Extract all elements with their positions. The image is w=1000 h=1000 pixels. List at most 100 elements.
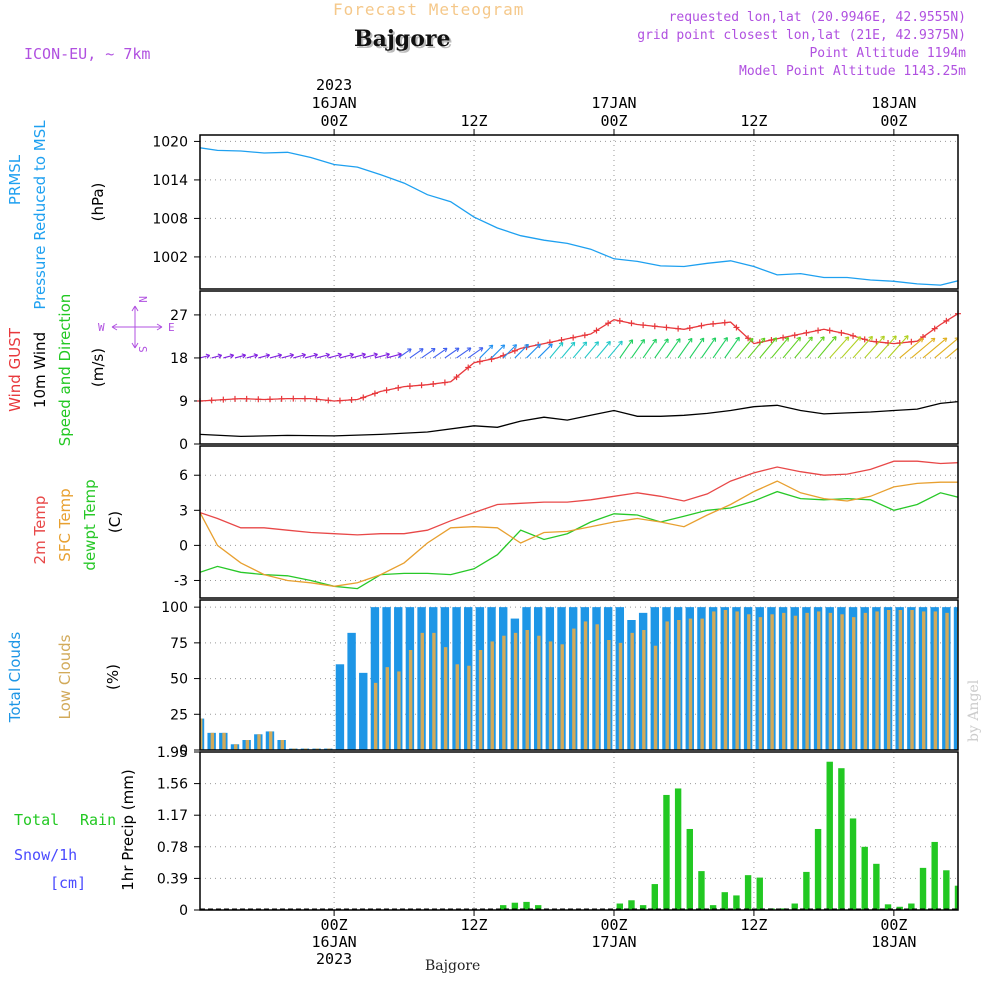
gust-marker	[488, 356, 495, 363]
wind-direction-arrow	[666, 338, 681, 359]
low-cloud-bar	[910, 610, 914, 750]
wind-arrowhead	[431, 347, 436, 353]
bottom-time-label: 18JAN	[871, 933, 916, 951]
wind-arrowhead	[664, 338, 669, 343]
low-cloud-bar	[268, 731, 273, 750]
gust-marker	[663, 324, 670, 331]
wind-direction-arrow	[491, 344, 505, 359]
y-tick-label: 0	[179, 437, 188, 453]
low-cloud-bar	[945, 612, 949, 750]
low-clouds-label: Low Clouds	[56, 634, 74, 719]
wind-arrowhead	[979, 337, 983, 341]
wind-arrowhead	[536, 343, 541, 349]
gust-marker	[943, 317, 950, 324]
wind-direction-arrow	[899, 338, 924, 359]
t2m-line	[200, 460, 958, 536]
low-cloud-bar	[280, 740, 285, 750]
low-cloud-bar	[630, 632, 634, 750]
precip-bar	[838, 768, 845, 910]
precip-bar	[534, 905, 542, 910]
precip-bar	[943, 870, 950, 910]
total-clouds-label: Total Clouds	[6, 632, 24, 724]
wind-arrowhead	[628, 339, 634, 344]
wind-direction-arrow	[572, 341, 587, 359]
wind-arrowhead	[699, 337, 705, 343]
rain-label-total: Total	[14, 811, 59, 829]
bottom-time-label: 2023	[316, 950, 352, 968]
wind-arrowhead	[289, 353, 294, 359]
wind-arrowhead	[844, 336, 850, 341]
precip-bar	[686, 828, 693, 910]
low-cloud-bar	[443, 647, 448, 750]
low-cloud-bar	[817, 611, 821, 750]
wind-arrowhead	[967, 338, 971, 342]
low-cloud-bar	[432, 632, 436, 750]
low-cloud-bar	[560, 644, 564, 750]
low-cloud-bar	[408, 650, 413, 750]
panel-frame-precip	[199, 751, 959, 911]
precip-bar	[779, 908, 787, 910]
sfc-temp-label: SFC Temp	[56, 488, 74, 561]
panel-frame-clouds	[199, 599, 959, 751]
t2m-label: 2m Temp	[31, 496, 49, 565]
grid-point-coords: grid point closest lon,lat (21E, 42.9375…	[637, 28, 966, 43]
wind-dir-label: Speed and Direction	[56, 294, 74, 447]
wind-arrowhead	[918, 337, 924, 343]
gust-marker	[278, 395, 285, 402]
gust-marker	[640, 322, 647, 329]
low-cloud-bar	[642, 630, 646, 750]
wind-arrowhead	[265, 353, 271, 359]
low-cloud-bar	[548, 641, 553, 750]
wind-arrowhead	[723, 337, 728, 342]
wind-arrowhead	[454, 347, 460, 353]
wind-direction-arrow	[654, 338, 669, 359]
low-cloud-bar	[852, 617, 856, 750]
precip-bar	[908, 903, 915, 910]
gust-marker	[220, 396, 227, 403]
precip-bar	[616, 903, 624, 910]
gust-marker	[593, 327, 600, 334]
wind-direction-arrow	[922, 337, 948, 359]
wind-arrowhead	[735, 336, 740, 342]
wind-direction-arrow	[363, 353, 378, 359]
y-tick-label: 27	[170, 308, 188, 324]
wind-direction-arrow	[432, 347, 448, 359]
y-tick-label: 1.95	[157, 745, 188, 761]
wind-arrowhead	[466, 347, 472, 352]
wind-direction-arrow	[200, 354, 210, 359]
wind-arrowhead	[407, 348, 412, 353]
gust-marker	[348, 396, 355, 403]
wind-arrowhead	[570, 341, 576, 347]
low-cloud-bar	[980, 613, 983, 750]
precip-bar	[721, 892, 728, 910]
precip-bar	[628, 900, 635, 910]
low-cloud-bar	[840, 614, 844, 750]
top-time-label: 16JAN	[312, 94, 357, 112]
low-cloud-bar	[933, 611, 938, 750]
wind-arrowhead	[711, 337, 717, 342]
wind-arrowhead	[325, 352, 330, 358]
low-cloud-bar	[257, 734, 261, 750]
wind-direction-arrow	[409, 348, 424, 359]
gust-marker	[570, 334, 577, 341]
low-cloud-bar	[373, 682, 378, 750]
total-cloud-bar	[335, 664, 345, 750]
low-cloud-bar	[595, 624, 599, 750]
gust-marker	[465, 364, 472, 371]
precip-bar	[733, 895, 740, 910]
low-cloud-bar	[875, 611, 879, 750]
precip-bar	[698, 871, 705, 910]
total-cloud-bar	[965, 607, 973, 750]
gust-marker	[360, 394, 367, 401]
wind-direction-arrow	[596, 341, 611, 359]
y-tick-label: -3	[174, 573, 188, 589]
wind-arrowhead	[337, 352, 342, 358]
snow-label: Snow/1h	[14, 846, 77, 864]
wind-direction-arrow	[747, 337, 766, 359]
wind-direction-arrow	[875, 335, 897, 359]
precip-bar	[500, 905, 507, 910]
low-cloud-bar	[887, 610, 891, 750]
low-cloud-bar	[537, 635, 541, 750]
compass-west: W	[98, 321, 105, 334]
wind-direction-arrow	[514, 344, 529, 359]
